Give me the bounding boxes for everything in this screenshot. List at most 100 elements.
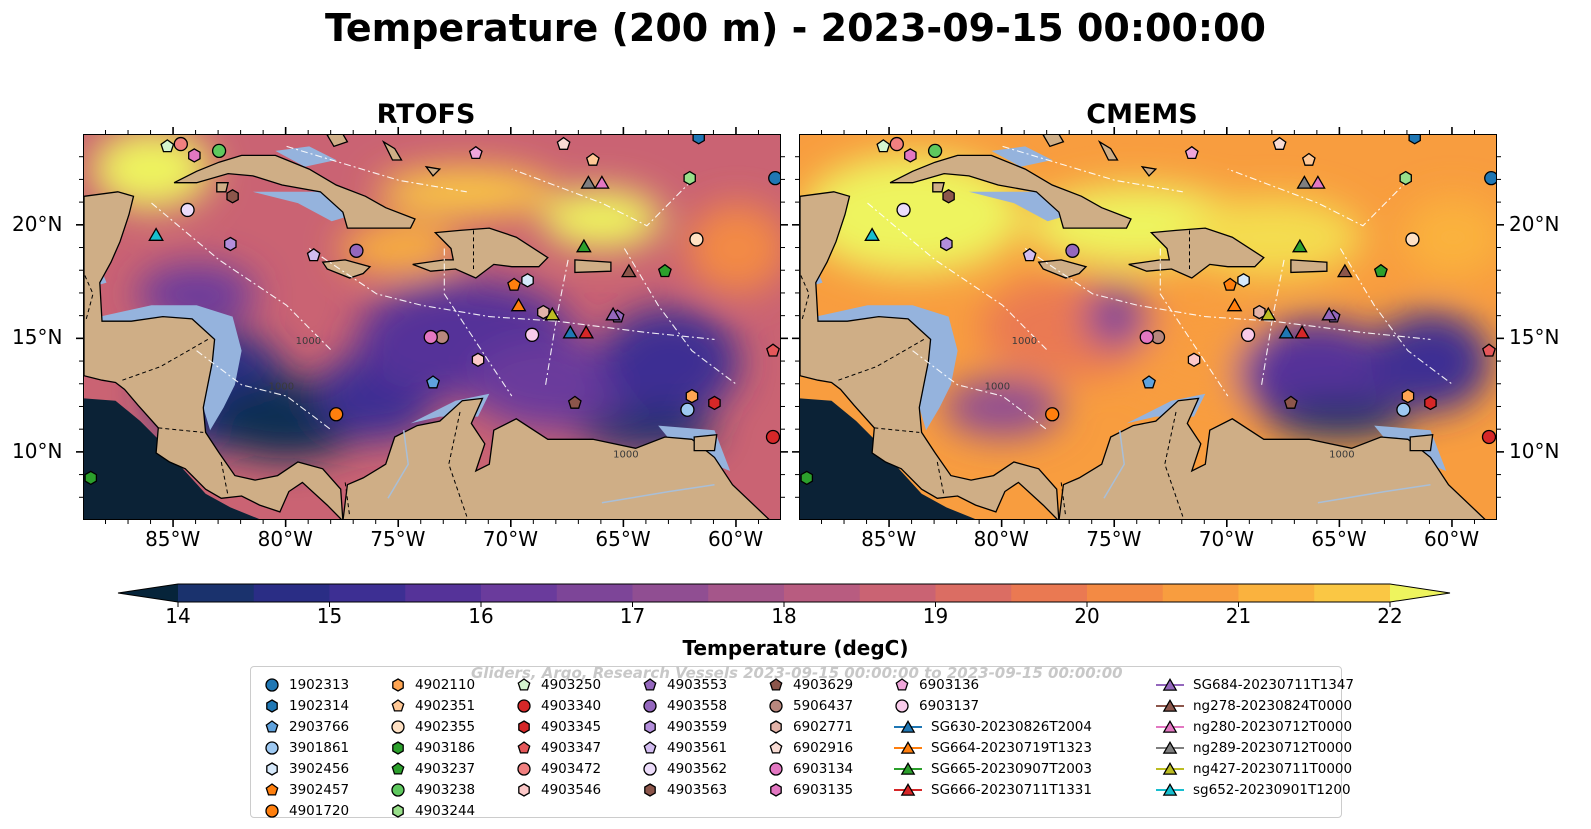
- legend-item[interactable]: 4903345: [515, 717, 601, 737]
- platform-marker-4903629[interactable]: [567, 395, 582, 409]
- legend-item[interactable]: 4903553: [641, 675, 727, 695]
- platform-marker-SG666-20230711T1331[interactable]: [578, 324, 595, 339]
- legend-item[interactable]: ng278-20230824T0000: [1155, 696, 1352, 716]
- platform-marker-6902771[interactable]: [1253, 304, 1266, 320]
- platform-marker-4903563[interactable]: [226, 189, 239, 204]
- legend-item[interactable]: sg652-20230901T1200: [1155, 780, 1351, 800]
- platform-marker-6902916[interactable]: [1272, 136, 1287, 150]
- legend-item[interactable]: 3902456: [263, 759, 349, 779]
- legend-item[interactable]: ng289-20230712T0000: [1155, 738, 1352, 758]
- platform-marker-4903563[interactable]: [942, 189, 955, 204]
- legend-item[interactable]: 4903472: [515, 759, 601, 779]
- legend-item[interactable]: 4903561: [641, 738, 727, 758]
- platform-marker-SG684-20230711T1347[interactable]: [1321, 306, 1338, 321]
- legend-item[interactable]: 6903135: [767, 780, 853, 800]
- legend-item[interactable]: 4903562: [641, 759, 727, 779]
- legend-item[interactable]: SG664-20230719T1323: [893, 738, 1092, 758]
- platform-marker-ng280-20230712T0000[interactable]: [593, 175, 610, 189]
- platform-marker-4903250[interactable]: [160, 139, 175, 153]
- platform-marker-1902313[interactable]: [1484, 170, 1497, 186]
- legend-item[interactable]: 3902457: [263, 780, 349, 800]
- legend-item[interactable]: 2903766: [263, 717, 349, 737]
- platform-marker-ng427-20230711T0000[interactable]: [544, 306, 561, 321]
- platform-marker-4903562[interactable]: [896, 202, 911, 218]
- platform-marker-ng278-20230824T0000[interactable]: [620, 263, 637, 278]
- platform-marker-SG666-20230711T1331[interactable]: [1294, 324, 1311, 339]
- platform-marker-4903186[interactable]: [800, 470, 814, 486]
- platform-marker-4902110[interactable]: [685, 388, 699, 404]
- platform-marker-3902457[interactable]: [1223, 277, 1237, 291]
- legend-item[interactable]: SG665-20230907T2003: [893, 759, 1092, 779]
- legend-item[interactable]: 1902314: [263, 696, 349, 716]
- platform-marker-3902456[interactable]: [521, 273, 534, 288]
- platform-marker-ng278-20230824T0000[interactable]: [1336, 263, 1353, 278]
- platform-marker-3901861[interactable]: [1396, 402, 1411, 417]
- platform-marker-4901720[interactable]: [1045, 407, 1060, 422]
- platform-marker-ng427-20230711T0000[interactable]: [1260, 306, 1277, 321]
- platform-marker-4903561[interactable]: [1022, 247, 1037, 262]
- platform-marker-3902456[interactable]: [1237, 273, 1250, 288]
- legend-item[interactable]: 4903559: [641, 717, 727, 737]
- platform-marker-4902355[interactable]: [1405, 232, 1420, 247]
- platform-marker-6902916[interactable]: [556, 136, 571, 150]
- platform-marker-4903340[interactable]: [1481, 429, 1496, 445]
- legend-item[interactable]: 1902313: [263, 675, 349, 695]
- platform-marker-6903137[interactable]: [1240, 327, 1256, 342]
- platform-marker-3901861[interactable]: [680, 402, 695, 417]
- legend-item[interactable]: SG630-20230826T2004: [893, 717, 1092, 737]
- platform-marker-6903135[interactable]: [188, 148, 201, 163]
- platform-marker-4903238[interactable]: [927, 143, 943, 159]
- platform-marker-6903134[interactable]: [423, 329, 438, 345]
- platform-marker-4903250[interactable]: [876, 139, 891, 153]
- platform-marker-4902110[interactable]: [1401, 388, 1415, 404]
- platform-marker-4903244[interactable]: [683, 170, 696, 186]
- platform-marker-ng289-20230712T0000[interactable]: [580, 175, 597, 189]
- platform-marker-SG664-20230719T1323[interactable]: [510, 297, 527, 312]
- legend-item[interactable]: 6903134: [767, 759, 853, 779]
- legend-item[interactable]: 4903347: [515, 738, 601, 758]
- platform-marker-4903562[interactable]: [180, 202, 195, 218]
- legend-item[interactable]: 4903237: [389, 759, 475, 779]
- platform-marker-6903136[interactable]: [1184, 145, 1199, 160]
- legend-item[interactable]: 6902771: [767, 717, 853, 737]
- platform-marker-sg652-20230901T1200[interactable]: [148, 227, 164, 241]
- platform-marker-SG630-20230826T2004[interactable]: [1278, 324, 1295, 339]
- legend-item[interactable]: ng280-20230712T0000: [1155, 717, 1352, 737]
- legend-item[interactable]: 4903629: [767, 675, 853, 695]
- platform-marker-4903558[interactable]: [1065, 243, 1080, 258]
- platform-marker-4903558[interactable]: [349, 243, 364, 258]
- platform-marker-ng280-20230712T0000[interactable]: [1309, 175, 1326, 189]
- platform-marker-SG665-20230907T2003[interactable]: [1291, 238, 1308, 253]
- legend-item[interactable]: 4903250: [515, 675, 601, 695]
- platform-marker-4903347[interactable]: [1482, 343, 1496, 357]
- platform-marker-4902351[interactable]: [585, 152, 600, 166]
- platform-marker-4903629[interactable]: [1283, 395, 1298, 409]
- platform-marker-4903559[interactable]: [940, 236, 953, 252]
- map-panel-rtofs[interactable]: 1000 1000 1000: [83, 134, 781, 520]
- legend-item[interactable]: 4902351: [389, 696, 475, 716]
- map-panel-cmems[interactable]: 1000 1000 1000: [799, 134, 1497, 520]
- platform-marker-3902457[interactable]: [507, 277, 521, 291]
- legend-item[interactable]: 6903137: [893, 696, 979, 716]
- platform-marker-SG684-20230711T1347[interactable]: [605, 306, 622, 321]
- platform-marker-4902351[interactable]: [1301, 152, 1316, 166]
- platform-marker-6903134[interactable]: [1139, 329, 1154, 345]
- platform-marker-1902314[interactable]: [1408, 135, 1421, 145]
- legend-item[interactable]: SG684-20230711T1347: [1155, 675, 1354, 695]
- platform-marker-4903472[interactable]: [173, 136, 188, 152]
- legend-item[interactable]: 4903558: [641, 696, 727, 716]
- platform-marker-1902313[interactable]: [768, 170, 781, 186]
- platform-marker-SG665-20230907T2003[interactable]: [575, 238, 592, 253]
- platform-marker-4903340[interactable]: [765, 429, 780, 445]
- platform-marker-SG664-20230719T1323[interactable]: [1226, 297, 1243, 312]
- platform-marker-4903347[interactable]: [766, 343, 780, 357]
- platform-marker-4903546[interactable]: [471, 352, 485, 368]
- legend-item[interactable]: ng427-20230711T0000: [1155, 759, 1352, 779]
- platform-marker-6903135[interactable]: [904, 148, 917, 163]
- platform-marker-sg652-20230901T1200[interactable]: [864, 227, 880, 241]
- platform-marker-4903472[interactable]: [889, 136, 904, 152]
- platform-marker-6902771[interactable]: [537, 304, 550, 320]
- legend-item[interactable]: 4903244: [389, 801, 475, 821]
- platform-marker-6903136[interactable]: [468, 145, 483, 160]
- legend-item[interactable]: 4903546: [515, 780, 601, 800]
